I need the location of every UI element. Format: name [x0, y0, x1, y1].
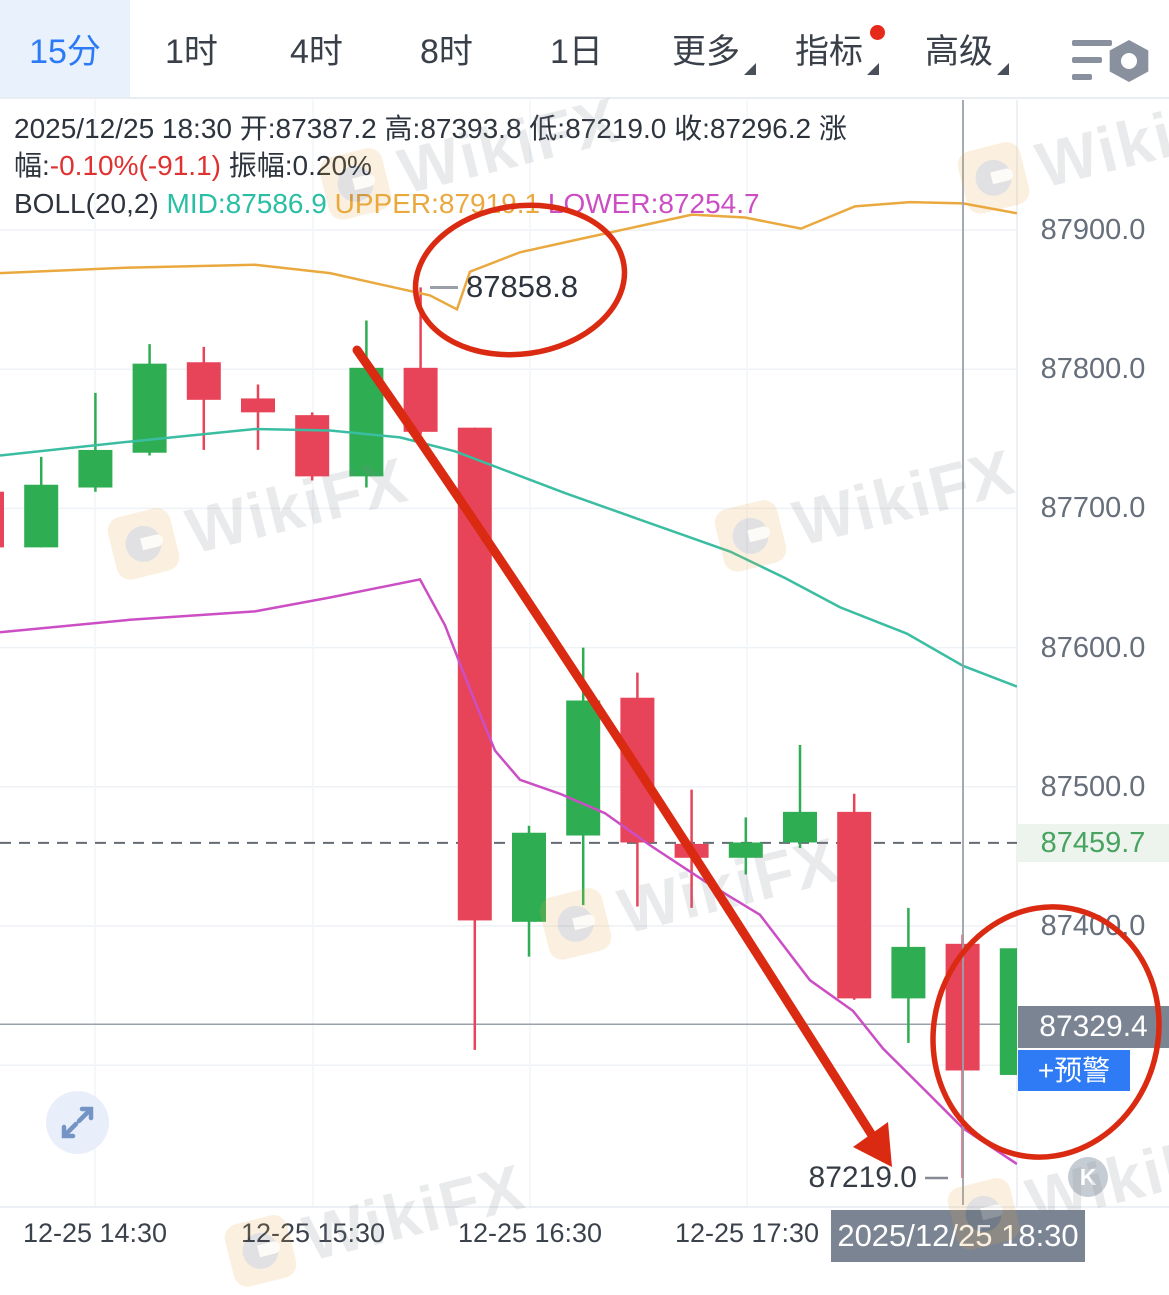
current-price-box: 87329.4	[1018, 1006, 1169, 1048]
gear-icon	[1109, 40, 1149, 82]
price-tick-label: 87400.0	[1040, 910, 1146, 942]
list-gear-icon	[1072, 74, 1092, 80]
candle-body	[78, 449, 113, 488]
marker-dash	[430, 285, 458, 289]
ref-price-label: 87459.7	[1017, 823, 1169, 862]
list-gear-icon	[1072, 57, 1102, 63]
candle-body	[783, 811, 817, 843]
chart-settings-button[interactable]	[1072, 38, 1149, 84]
ohlc-line1: 2025/12/25 18:30 开:87387.2 高:87393.8 低:8…	[14, 113, 847, 144]
add-alert-button[interactable]: +预警	[1018, 1050, 1130, 1091]
time-tick-label: 12-25 15:30	[240, 1218, 386, 1248]
candle-body	[674, 843, 709, 858]
boll-name: BOLL(20,2)	[14, 188, 167, 219]
candle-body	[728, 842, 763, 858]
ohlc-info-panel: 2025/12/25 18:30 开:87387.2 高:87393.8 低:8…	[14, 110, 847, 222]
ohlc-line2: 幅:-0.10%(-91.1) 振幅:0.20%	[14, 150, 372, 181]
chevron-down-icon	[744, 62, 756, 75]
price-tick-label: 87700.0	[1040, 492, 1146, 525]
k-line-button[interactable]: K	[1068, 1157, 1108, 1197]
candle-body	[186, 362, 221, 400]
expand-icon	[61, 1106, 94, 1139]
time-tick-label: 12-25 17:30	[674, 1218, 820, 1248]
price-tick-label: 87600.0	[1040, 631, 1146, 664]
price-tick-label: 87800.0	[1040, 353, 1146, 386]
tab-8h[interactable]: 8时	[420, 33, 473, 71]
time-tick-label: 12-25 14:30	[22, 1218, 168, 1248]
candle-body	[837, 811, 872, 999]
tab-4h[interactable]: 4时	[290, 33, 343, 71]
notification-dot	[870, 25, 885, 40]
price-tick-label: 87500.0	[1040, 770, 1146, 803]
candle-body	[349, 367, 384, 477]
menu-more[interactable]: 更多	[672, 0, 756, 97]
candle-body	[620, 697, 655, 843]
boll-legend: BOLL(20,2) MID:87586.9 UPPER:87919.1 LOW…	[14, 185, 847, 222]
timeframe-toolbar: 15分 1时 4时 8时 1日 更多 指标 高级	[0, 0, 1169, 99]
boll-mid-value: MID:87586.9	[166, 188, 335, 219]
candle-body	[295, 415, 330, 477]
menu-indicators[interactable]: 指标	[795, 0, 879, 97]
tab-1d[interactable]: 1日	[550, 33, 603, 71]
low-price-label: 87219.0	[808, 1160, 917, 1194]
price-tick-label: 87900.0	[1040, 214, 1146, 246]
tab-1h[interactable]: 1时	[165, 33, 218, 71]
chevron-down-icon	[867, 62, 879, 75]
menu-advanced[interactable]: 高级	[925, 0, 1009, 97]
high-price-callout: 87858.8	[430, 269, 578, 305]
change-value: -0.10%(-91.1)	[49, 150, 221, 181]
candle-body	[0, 491, 4, 548]
boll-upper-value: UPPER:87919.1	[334, 188, 548, 219]
candle-body	[24, 484, 59, 548]
list-gear-icon	[1072, 40, 1112, 46]
time-tick-label: 12-25 16:30	[457, 1218, 603, 1248]
fullscreen-button[interactable]	[46, 1091, 109, 1154]
chevron-down-icon	[997, 62, 1009, 75]
candle-body	[566, 700, 601, 836]
candle-body	[403, 367, 438, 432]
selected-time-box: 2025/12/25 18:30	[831, 1210, 1085, 1262]
tab-15min[interactable]: 15分	[0, 0, 130, 97]
candle-body	[512, 832, 546, 922]
boll-lower-value: LOWER:87254.7	[547, 188, 760, 219]
candle-body	[891, 946, 926, 999]
candle-body	[241, 398, 275, 413]
